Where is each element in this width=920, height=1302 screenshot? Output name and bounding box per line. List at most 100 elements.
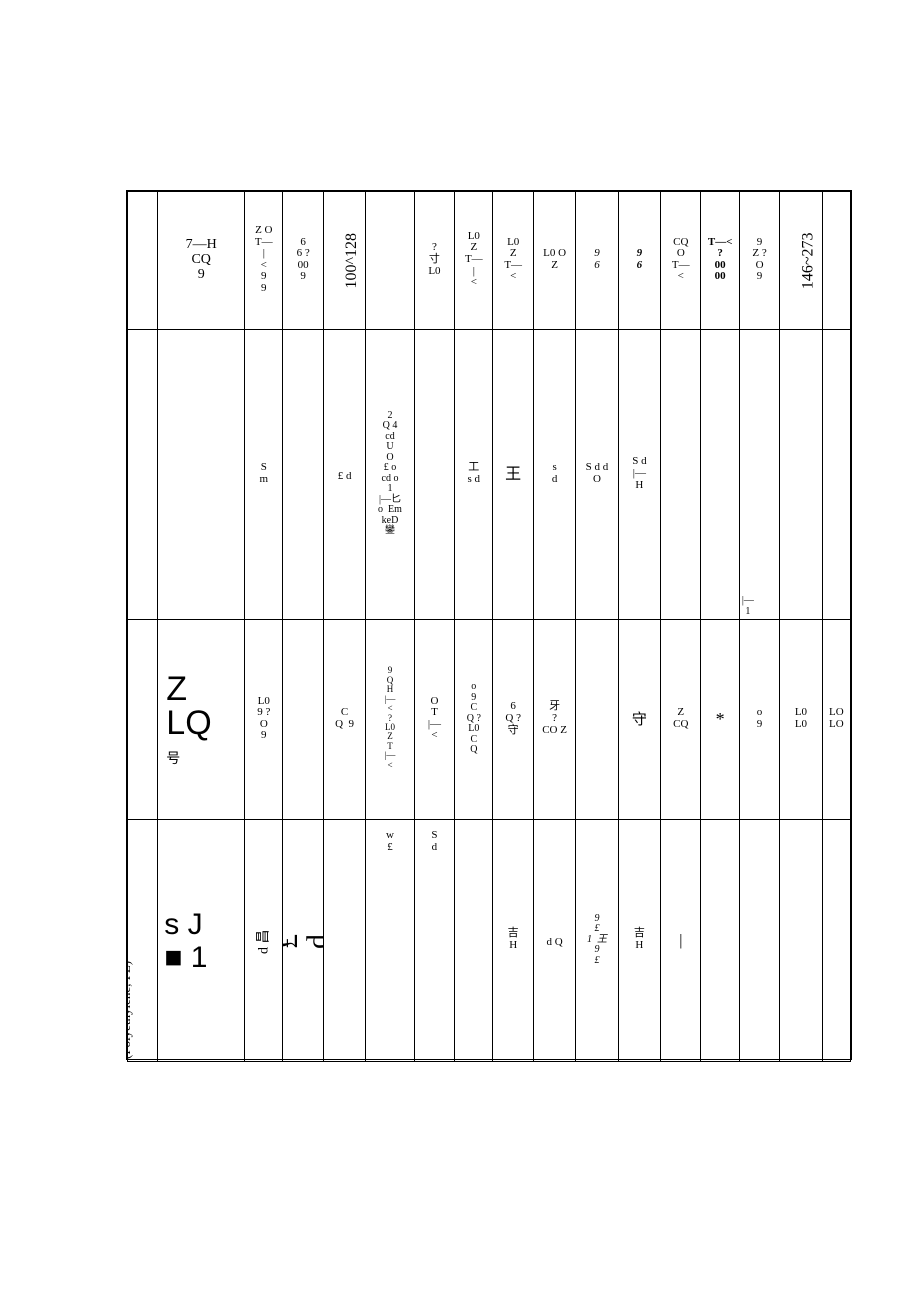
cell-text: £ d: [338, 471, 352, 483]
table-cell: ZCQ: [661, 620, 701, 820]
table-row: (Polyethylene, PE) s J■ 1 d 昌 £d w£ Sd 吉H d Q 9£…: [128, 820, 851, 1062]
cell-text: sd: [552, 462, 558, 485]
table-cell: 9QH|—<?L0ZT|—<: [366, 620, 414, 820]
table-cell: [739, 820, 779, 1062]
pe-label: (Polyethylene, PE): [128, 961, 135, 1059]
cell-text: L0L0: [795, 707, 807, 730]
cell-text: 2Q 4cdUO£ ocd o1|—匕o EmkeD鑾: [378, 411, 402, 537]
cell-text: S d|—H: [632, 456, 646, 491]
table-cell: £d: [283, 820, 323, 1062]
table-cell: T—<?0000: [701, 192, 739, 330]
cell-text: Z OT—|<99: [255, 225, 273, 294]
table-cell: [822, 192, 850, 330]
table-cell: [455, 820, 493, 1062]
table-cell: |—1: [739, 330, 779, 620]
table-cell: L0ZT—<: [493, 192, 533, 330]
cell-text: 王: [505, 467, 521, 484]
table-cell: Sm: [245, 330, 283, 620]
cell-text: ?寸L0: [428, 242, 440, 277]
table-cell: OT|—<: [414, 620, 454, 820]
table-cell: [283, 330, 323, 620]
cell-text: OT|—<: [428, 696, 441, 742]
table-cell: 2Q 4cdUO£ ocd o1|—匕o EmkeD鑾: [366, 330, 414, 620]
cell-text: *: [716, 710, 725, 729]
corner-note: |—1: [742, 595, 754, 617]
rotated-text: £d: [283, 933, 323, 949]
table-cell: [661, 330, 701, 620]
table-cell: 9£1 王9£: [576, 820, 618, 1062]
table-cell: [576, 620, 618, 820]
table-cell: [822, 330, 850, 620]
table-cell: 66 ?009: [283, 192, 323, 330]
rotated-text: 100^128: [343, 233, 361, 289]
table-cell: 96: [576, 192, 618, 330]
table-cell: Z OT—|<99: [245, 192, 283, 330]
table-row: Sm £ d 2Q 4cdUO£ ocd o1|—匕o EmkeD鑾 工s d 王 sd S…: [128, 330, 851, 620]
table-cell: L0 OZ: [533, 192, 575, 330]
table-cell: ?寸L0: [414, 192, 454, 330]
cell-text: 6Q ?守: [505, 701, 521, 736]
table-cell: 100^128: [323, 192, 365, 330]
table-cell: [158, 330, 245, 620]
cell-text: 守: [632, 713, 647, 729]
rotated-text: d 昌: [256, 929, 271, 954]
cell-text: LOLO: [829, 707, 844, 730]
table-cell: o9CQ ?L0CQ: [455, 620, 493, 820]
table-cell: CQOT—<: [661, 192, 701, 330]
cell-text: o9CQ ?L0CQ: [467, 682, 481, 756]
table-cell: 6Q ?守: [493, 620, 533, 820]
cell-text: L0ZT—<: [504, 237, 522, 283]
cell-text: d Q: [546, 937, 562, 949]
table-cell: 王: [493, 330, 533, 620]
table-cell: *: [701, 620, 739, 820]
table-cell: [701, 820, 739, 1062]
table-cell: [128, 620, 158, 820]
table-cell: S d dO: [576, 330, 618, 620]
table-row: ZLQ号L09 ?O9CQ 99QH|—<?L0ZT|—<OT|—<o9CQ ?…: [128, 620, 851, 820]
table-cell: 牙?CO Z: [533, 620, 575, 820]
cell-text: S d dO: [586, 462, 609, 485]
rotated-text: 146~273: [800, 232, 818, 289]
cell-text: CQOT—<: [672, 237, 690, 283]
table-cell: [822, 820, 850, 1062]
table-cell: 7—HCQ9: [158, 192, 245, 330]
cell-text: 66 ?009: [297, 237, 310, 283]
table-cell: [128, 330, 158, 620]
table-cell: d Q: [533, 820, 575, 1062]
cell-text: 吉H: [634, 928, 645, 951]
cell-text: 吉H: [508, 928, 519, 951]
table-cell: L0L0: [780, 620, 822, 820]
table-cell: (Polyethylene, PE): [128, 820, 158, 1062]
table-cell: o9: [739, 620, 779, 820]
table-cell: [414, 330, 454, 620]
cell-text: 96: [594, 248, 600, 271]
cell-text: w£: [386, 830, 394, 853]
cell-text: 工s d: [468, 462, 481, 485]
cell-text: L0ZT—|<: [465, 231, 483, 289]
table-cell: 9Z ?O9: [739, 192, 779, 330]
cell-text: |: [679, 933, 682, 950]
sj-block: s J■ 1: [158, 820, 244, 1061]
table-cell: sd: [533, 330, 575, 620]
cell-text: 96: [637, 248, 643, 271]
table-cell: 工s d: [455, 330, 493, 620]
table-cell: Sd: [414, 820, 454, 1062]
table-cell: £ d: [323, 330, 365, 620]
table-cell: s J■ 1: [158, 820, 245, 1062]
cell-text: T—<?0000: [708, 237, 733, 283]
cell-text: 9Z ?O9: [752, 237, 766, 283]
table-cell: ZLQ号: [158, 620, 245, 820]
main-table: 7—HCQ9 Z OT—|<99 66 ?009 100^128 ?寸L0 L0ZT—|<…: [127, 191, 851, 1062]
table-cell: 吉H: [618, 820, 660, 1062]
zlq-block: ZLQ号: [158, 620, 244, 819]
table-cell: LOLO: [822, 620, 850, 820]
table-cell: d 昌: [245, 820, 283, 1062]
table-cell: w£: [366, 820, 414, 1062]
table-cell: 96: [618, 192, 660, 330]
cell-text: 牙?CO Z: [542, 701, 567, 736]
table-cell: CQ 9: [323, 620, 365, 820]
table-cell: [701, 330, 739, 620]
table-cell: 守: [618, 620, 660, 820]
table-cell: [780, 820, 822, 1062]
cell-text: o9: [757, 707, 763, 730]
